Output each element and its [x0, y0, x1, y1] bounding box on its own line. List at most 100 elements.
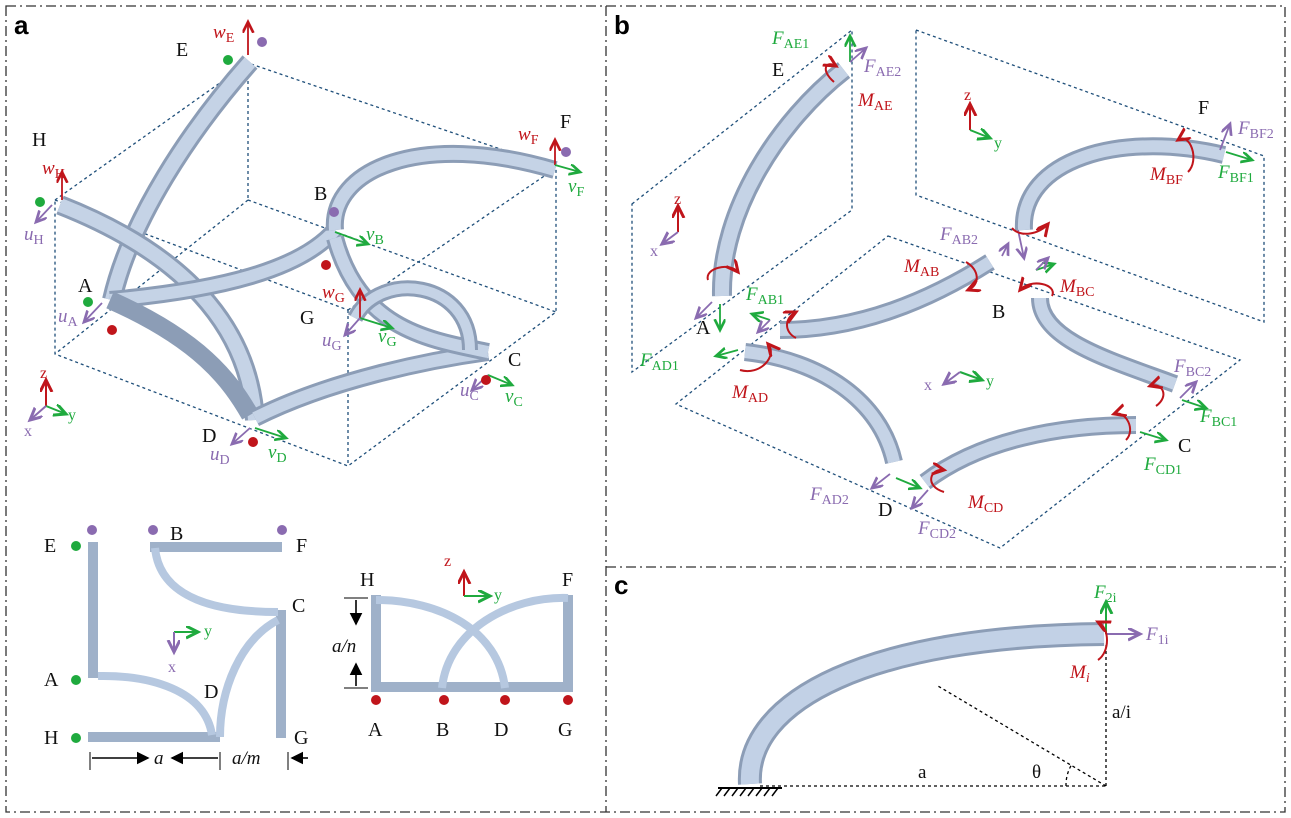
svg-text:D: D: [878, 499, 892, 521]
svg-text:F: F: [296, 535, 307, 557]
svg-text:F2i: F2i: [1093, 582, 1117, 606]
label-uH: uH: [24, 224, 44, 248]
svg-text:FCD1: FCD1: [1143, 454, 1182, 478]
svg-text:FBF1: FBF1: [1217, 162, 1254, 186]
label-vD: vD: [268, 442, 287, 466]
svg-text:x: x: [24, 423, 32, 440]
node-D: D: [202, 425, 216, 447]
node-labels-a: E H B F A G C D: [32, 39, 571, 447]
panel-label-b: b: [614, 10, 630, 40]
svg-text:MAD: MAD: [731, 382, 768, 406]
svg-text:y: y: [204, 623, 212, 640]
svg-text:B: B: [170, 523, 183, 545]
disp-labels-a: wE wH wF wG uH uA uG uC uD vF vB vG vC v…: [24, 22, 584, 468]
node-E: E: [176, 39, 188, 61]
svg-text:D: D: [204, 681, 218, 703]
label-vG: vG: [378, 326, 397, 350]
panel-frames: [5, 5, 1286, 813]
label-vC: vC: [505, 386, 523, 410]
svg-text:A: A: [44, 669, 59, 691]
svg-text:MCD: MCD: [967, 492, 1003, 516]
label-vF: vF: [568, 176, 584, 200]
label-wE: wE: [213, 22, 234, 46]
svg-text:a: a: [154, 748, 164, 769]
svg-text:x: x: [650, 243, 658, 260]
svg-text:A: A: [368, 719, 383, 741]
node-F: F: [560, 111, 571, 133]
node-H: H: [32, 129, 46, 151]
axis-triads-b: z y z x y x: [650, 87, 1002, 394]
svg-text:MAE: MAE: [857, 90, 893, 114]
svg-text:D: D: [494, 719, 508, 741]
svg-text:x: x: [168, 659, 176, 676]
svg-text:z: z: [444, 553, 451, 570]
supports-a: [35, 37, 571, 447]
label-uA: uA: [58, 306, 79, 330]
panel-c-diagram: F2i F1i Mi a/i a θ: [715, 582, 1169, 797]
svg-text:a/i: a/i: [1112, 702, 1131, 723]
top-view: y x E B F C A D H G a a/m: [44, 523, 308, 770]
forces-b: [696, 36, 1252, 508]
panel-label-c: c: [614, 570, 628, 600]
svg-text:z: z: [964, 87, 971, 104]
svg-text:θ: θ: [1032, 762, 1041, 783]
svg-text:FAB1: FAB1: [745, 284, 784, 308]
svg-text:y: y: [994, 135, 1002, 152]
label-wG: wG: [322, 282, 345, 306]
svg-text:C: C: [292, 595, 305, 617]
svg-text:FAE2: FAE2: [863, 56, 901, 80]
beam-structure-a: [56, 55, 558, 427]
moments-b: [706, 64, 1195, 493]
label-uG: uG: [322, 330, 342, 354]
svg-text:z: z: [40, 365, 47, 382]
svg-text:FAE1: FAE1: [771, 28, 809, 52]
force-labels-b: FAE1 FAE2 FBF2 FBF1 FAB2 FAB1 FAD1 FBC2 …: [639, 28, 1274, 542]
svg-text:a/m: a/m: [232, 748, 261, 769]
svg-text:a: a: [918, 762, 927, 783]
svg-text:FBF2: FBF2: [1237, 118, 1274, 142]
svg-text:B: B: [992, 301, 1005, 323]
svg-text:FBC1: FBC1: [1199, 406, 1237, 430]
svg-text:MBF: MBF: [1149, 164, 1183, 188]
svg-text:H: H: [44, 727, 58, 749]
svg-text:z: z: [674, 191, 681, 208]
svg-text:G: G: [294, 727, 308, 749]
svg-text:E: E: [772, 59, 784, 81]
svg-text:E: E: [44, 535, 56, 557]
svg-text:y: y: [494, 587, 502, 604]
svg-text:Mi: Mi: [1069, 662, 1090, 686]
svg-text:a/n: a/n: [332, 636, 356, 657]
svg-text:FCD2: FCD2: [917, 518, 956, 542]
node-A: A: [78, 275, 93, 297]
node-labels-b: E F A B C D: [696, 59, 1209, 521]
svg-text:F: F: [562, 569, 573, 591]
svg-text:MBC: MBC: [1059, 276, 1095, 300]
svg-text:C: C: [1178, 435, 1191, 457]
svg-text:FAD1: FAD1: [639, 350, 679, 374]
svg-text:y: y: [68, 407, 76, 424]
arrows-a: [36, 22, 580, 444]
svg-text:H: H: [360, 569, 374, 591]
label-wH: wH: [42, 158, 65, 182]
svg-text:A: A: [696, 317, 711, 339]
node-C: C: [508, 349, 521, 371]
node-B: B: [314, 183, 327, 205]
panel-label-a: a: [14, 10, 29, 40]
label-uD: uD: [210, 444, 230, 468]
svg-text:FAB2: FAB2: [939, 224, 978, 248]
label-wF: wF: [518, 124, 539, 148]
moment-labels-b: MAE MBF MAB MBC MAD MCD: [731, 90, 1183, 516]
label-vB: vB: [366, 224, 384, 248]
svg-text:FBC2: FBC2: [1173, 356, 1211, 380]
svg-text:F: F: [1198, 97, 1209, 119]
axis-triad-a: z y x: [24, 365, 76, 440]
svg-text:F1i: F1i: [1145, 624, 1169, 648]
node-G: G: [300, 307, 314, 329]
svg-text:y: y: [986, 373, 994, 390]
svg-text:FAD2: FAD2: [809, 484, 849, 508]
side-view: z y a/n H F A B D G: [332, 553, 573, 741]
svg-text:G: G: [558, 719, 572, 741]
svg-text:B: B: [436, 719, 449, 741]
label-uC: uC: [460, 380, 479, 404]
svg-text:MAB: MAB: [903, 256, 939, 280]
